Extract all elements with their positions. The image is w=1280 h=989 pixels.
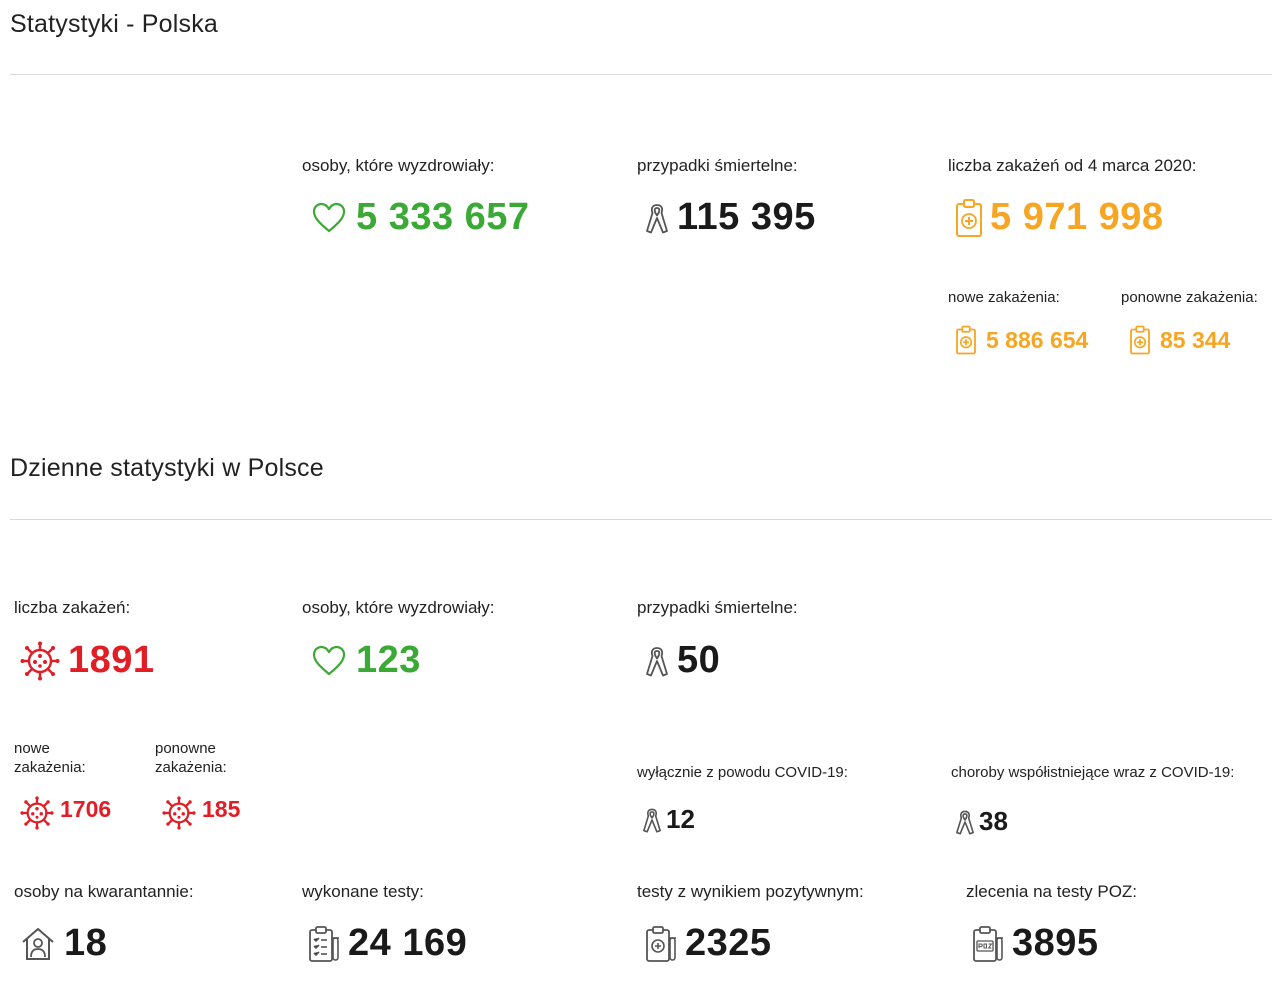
deaths-covid-only-label: wyłącznie z powodu COVID-19: bbox=[637, 764, 848, 781]
label-line: nowe bbox=[14, 740, 50, 757]
daily-new-infections-label: nowe zakażenia: bbox=[14, 739, 86, 777]
deaths-covid-only-value: 12 bbox=[666, 804, 695, 834]
daily-deaths-label: przypadki śmiertelne: bbox=[637, 598, 798, 617]
daily-recovered-value: 123 bbox=[356, 639, 421, 681]
heart-icon bbox=[312, 645, 346, 677]
daily-new-infections-value: 1706 bbox=[60, 795, 112, 822]
new-infections-total-stat: 5 886 654 bbox=[954, 325, 1088, 355]
ribbon-icon bbox=[645, 645, 669, 677]
deaths-comorbid-stat: 38 bbox=[955, 806, 1008, 837]
quarantine-stat: 18 bbox=[20, 922, 107, 965]
quarantine-value: 18 bbox=[64, 922, 108, 964]
tests-value: 24 169 bbox=[348, 922, 468, 964]
ribbon-icon bbox=[642, 807, 662, 833]
label-line: ponowne bbox=[155, 740, 216, 757]
ribbon-icon bbox=[955, 809, 975, 835]
divider bbox=[10, 74, 1272, 75]
re-infections-total-value: 85 344 bbox=[1160, 326, 1231, 353]
infections-total-value: 5 971 998 bbox=[990, 196, 1164, 238]
poz-test-icon bbox=[972, 924, 1004, 964]
section-title-polska: Statystyki - Polska bbox=[10, 10, 219, 38]
poz-orders-stat: 3895 bbox=[972, 922, 1099, 965]
divider bbox=[10, 519, 1272, 520]
infections-total-label: liczba zakażeń od 4 marca 2020: bbox=[948, 156, 1197, 175]
virus-icon bbox=[20, 641, 60, 681]
daily-re-infections-label: ponowne zakażenia: bbox=[155, 739, 227, 777]
heart-icon bbox=[312, 202, 346, 234]
daily-deaths-stat: 50 bbox=[645, 639, 720, 682]
daily-infections-stat: 1891 bbox=[20, 639, 155, 682]
re-infections-total-stat: 85 344 bbox=[1128, 325, 1230, 355]
deaths-total-label: przypadki śmiertelne: bbox=[637, 156, 798, 175]
new-infections-total-value: 5 886 654 bbox=[986, 326, 1089, 353]
deaths-comorbid-value: 38 bbox=[979, 806, 1008, 836]
clipboard-cross-icon bbox=[954, 198, 984, 238]
daily-re-infections-value: 185 bbox=[202, 795, 241, 822]
recovered-total-label: osoby, które wyzdrowiały: bbox=[302, 156, 495, 175]
daily-infections-label: liczba zakażeń: bbox=[14, 598, 131, 617]
clipboard-cross-icon bbox=[1128, 325, 1152, 355]
positive-tests-label: testy z wynikiem pozytywnym: bbox=[637, 882, 864, 901]
positive-tests-stat: 2325 bbox=[645, 922, 772, 965]
test-clipboard-icon bbox=[308, 924, 340, 964]
label-line: zakażenia: bbox=[14, 759, 86, 776]
quarantine-label: osoby na kwarantannie: bbox=[14, 882, 194, 901]
deaths-total-value: 115 395 bbox=[677, 196, 816, 238]
daily-re-infections-stat: 185 bbox=[162, 796, 240, 830]
deaths-total-stat: 115 395 bbox=[645, 196, 816, 239]
clipboard-cross-icon bbox=[954, 325, 978, 355]
ribbon-icon bbox=[645, 202, 669, 234]
deaths-covid-only-stat: 12 bbox=[642, 804, 695, 835]
deaths-comorbid-label: choroby współistniejące wraz z COVID-19: bbox=[951, 764, 1235, 781]
daily-recovered-label: osoby, które wyzdrowiały: bbox=[302, 598, 495, 617]
tests-stat: 24 169 bbox=[308, 922, 467, 965]
tests-label: wykonane testy: bbox=[302, 882, 424, 901]
daily-deaths-value: 50 bbox=[677, 639, 721, 681]
infections-total-stat: 5 971 998 bbox=[954, 196, 1164, 239]
daily-new-infections-stat: 1706 bbox=[20, 796, 111, 830]
re-infections-total-label: ponowne zakażenia: bbox=[1121, 289, 1258, 306]
house-person-icon bbox=[20, 926, 56, 962]
positive-tests-value: 2325 bbox=[685, 922, 772, 964]
daily-recovered-stat: 123 bbox=[312, 639, 421, 682]
virus-icon bbox=[162, 796, 196, 830]
daily-infections-value: 1891 bbox=[68, 639, 155, 681]
poz-orders-label: zlecenia na testy POZ: bbox=[966, 882, 1138, 901]
positive-test-icon bbox=[645, 924, 677, 964]
label-line: zakażenia: bbox=[155, 759, 227, 776]
recovered-total-value: 5 333 657 bbox=[356, 196, 530, 238]
recovered-total-stat: 5 333 657 bbox=[312, 196, 530, 239]
poz-orders-value: 3895 bbox=[1012, 922, 1099, 964]
virus-icon bbox=[20, 796, 54, 830]
new-infections-total-label: nowe zakażenia: bbox=[948, 289, 1060, 306]
section-title-daily: Dzienne statystyki w Polsce bbox=[10, 454, 324, 482]
